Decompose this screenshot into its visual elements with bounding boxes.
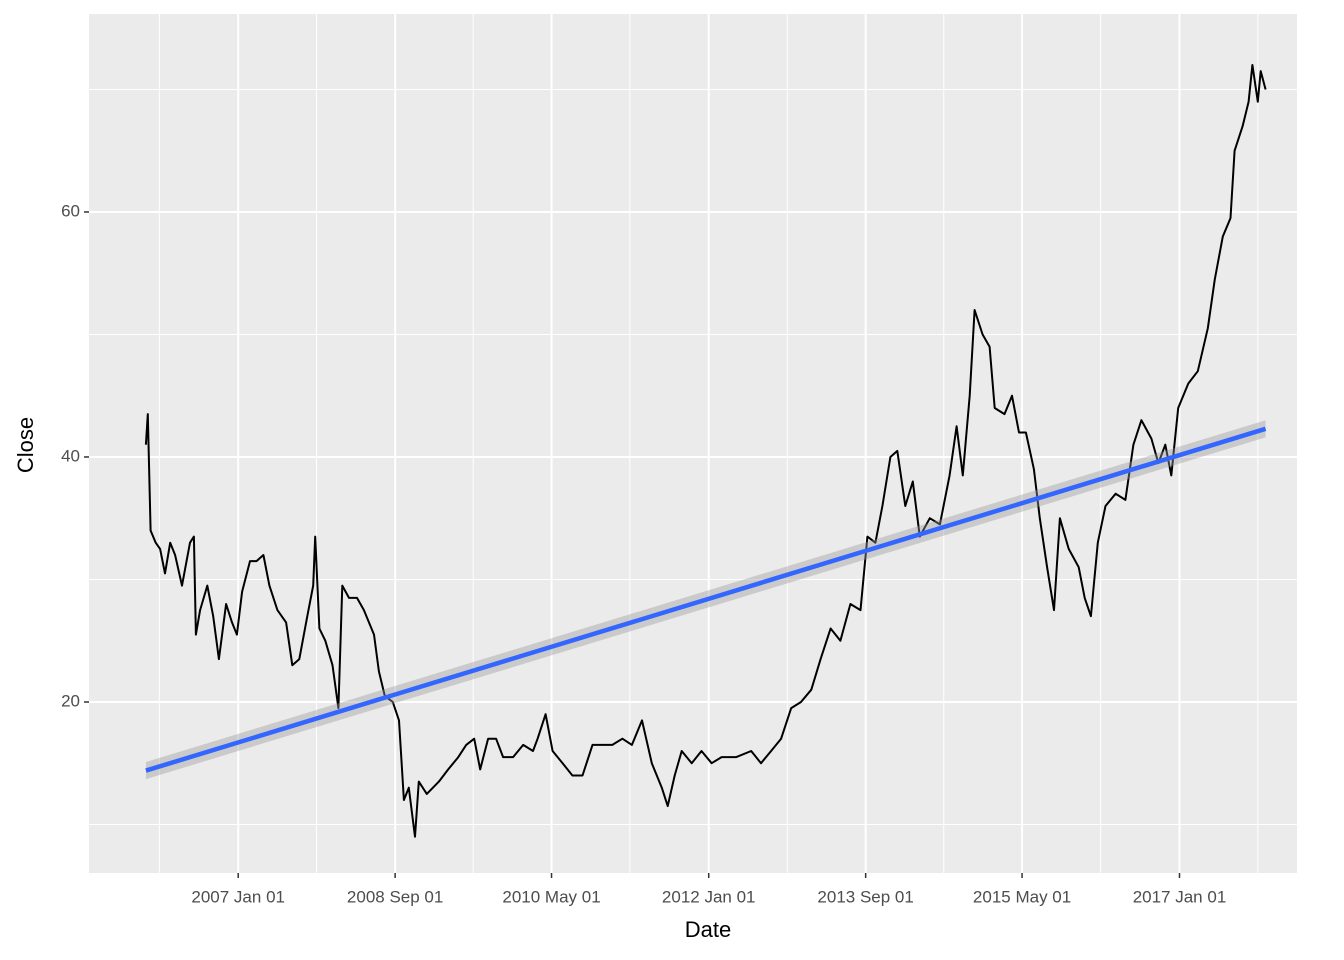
x-tick-label: 2017 Jan 01 (1133, 887, 1227, 906)
x-tick-label: 2007 Jan 01 (191, 887, 285, 906)
y-tick-label: 60 (61, 201, 80, 220)
x-tick-label: 2013 Sep 01 (817, 887, 913, 906)
x-tick-label: 2015 May 01 (973, 887, 1071, 906)
x-tick-label: 2008 Sep 01 (347, 887, 443, 906)
y-tick-label: 20 (61, 691, 80, 710)
price-line (144, 64, 1267, 838)
y-tick-label: 40 (61, 446, 80, 465)
x-tick-label: 2010 May 01 (502, 887, 600, 906)
trend-line (145, 426, 1267, 773)
x-axis-title: Date (685, 917, 731, 942)
x-tick-label: 2012 Jan 01 (662, 887, 756, 906)
panel (89, 14, 1297, 873)
y-axis-title: Close (13, 417, 38, 473)
